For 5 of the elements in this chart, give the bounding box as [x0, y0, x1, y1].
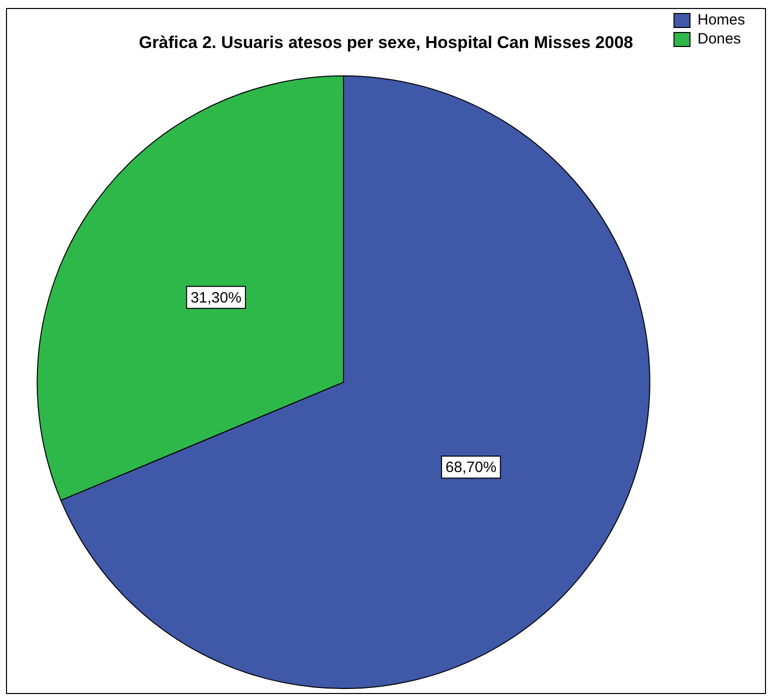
legend-label: Homes — [697, 12, 746, 29]
text: Gràfica 2. Usuaris atesos per sexe, Hospital Can Misses 2008 — [138, 32, 634, 52]
legend-label: Dones — [697, 30, 741, 48]
data-label: 68,70% — [446, 459, 496, 476]
data-label: 31,30% — [190, 289, 242, 306]
